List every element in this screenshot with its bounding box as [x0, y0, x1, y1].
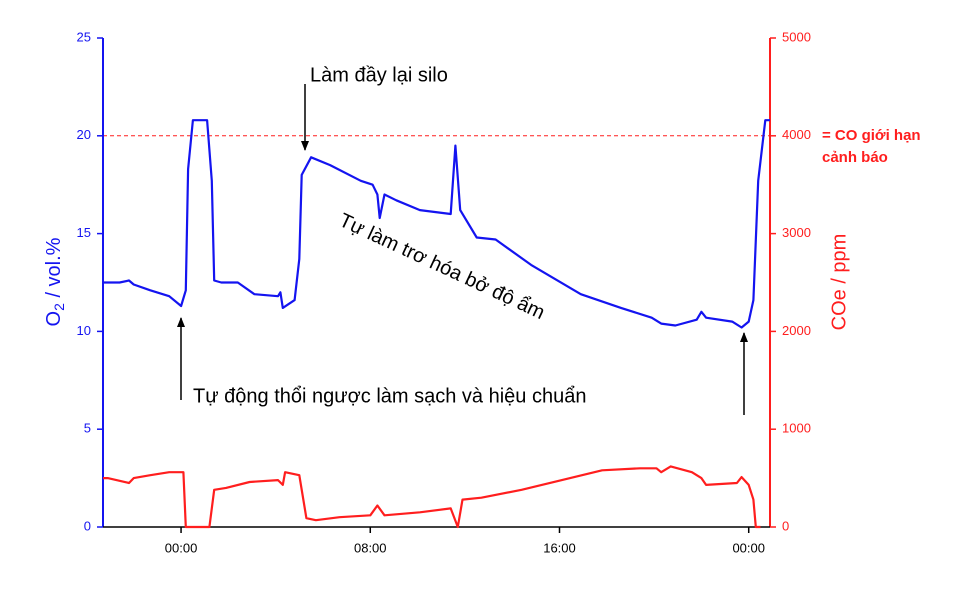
annotation: Tự làm trơ hóa bở độ ẩm	[336, 209, 548, 324]
annotation: Tự động thổi ngược làm sạch và hiệu chuẩ…	[193, 385, 586, 407]
y-axis-title: O2 / vol.%	[43, 237, 66, 326]
y-tick-label: 15	[77, 225, 91, 240]
threshold-label: cảnh báo	[822, 149, 888, 166]
x-tick-label: 00:00	[732, 540, 765, 555]
annotation: Làm đầy lại silo	[310, 64, 448, 86]
y2-tick-label: 4000	[782, 127, 811, 142]
y-tick-label: 20	[77, 127, 91, 142]
x-tick-label: 00:00	[165, 540, 198, 555]
y-tick-label: 25	[77, 29, 91, 44]
y-tick-label: 5	[84, 421, 91, 436]
x-tick-label: 08:00	[354, 540, 387, 555]
y-tick-label: 0	[84, 518, 91, 533]
series-line	[103, 465, 761, 529]
y2-tick-label: 3000	[782, 225, 811, 240]
y2-tick-label: 5000	[782, 29, 811, 44]
threshold-label: = CO giới hạn	[822, 127, 921, 144]
y-tick-label: 10	[77, 323, 91, 338]
x-tick-label: 16:00	[543, 540, 576, 555]
y-axis-title-rest: / vol.%	[43, 237, 65, 303]
series-line	[103, 119, 770, 329]
y2-tick-label: 2000	[782, 323, 811, 338]
y-axis-title-main: O	[43, 311, 65, 327]
y2-tick-label: 1000	[782, 421, 811, 436]
y2-axis-title: COe / ppm	[828, 234, 850, 331]
y-axis-title-sub: 2	[51, 303, 67, 311]
y2-tick-label: 0	[782, 518, 789, 533]
